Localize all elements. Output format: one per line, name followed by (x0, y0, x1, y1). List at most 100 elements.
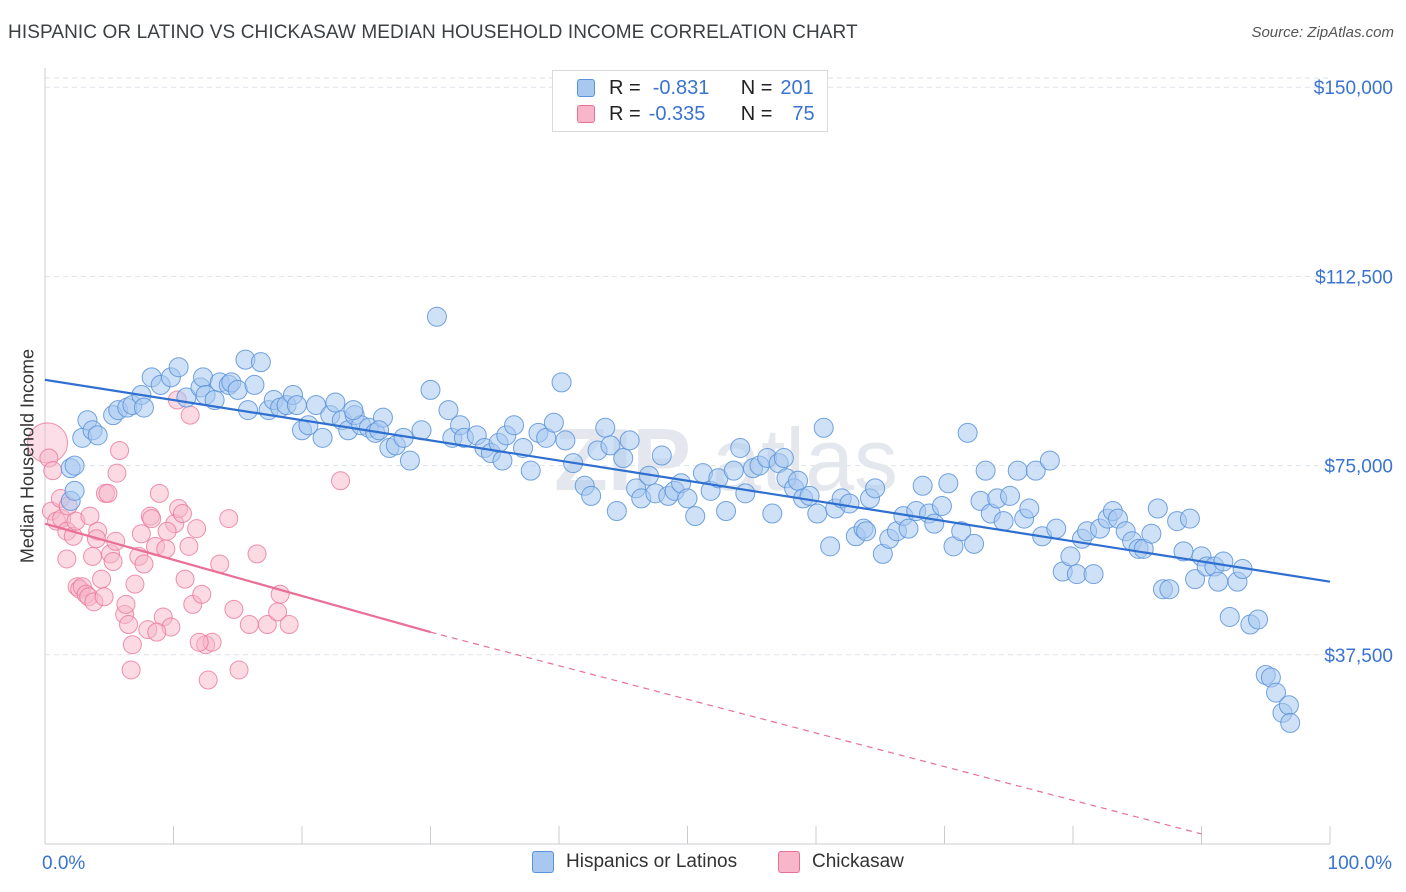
hispanic-trend-line (44, 378, 1331, 583)
legend-swatch-pink (778, 851, 800, 873)
hispanic-point (426, 306, 447, 327)
hispanic-point (975, 460, 996, 481)
hispanic-point (168, 357, 189, 378)
chickasaw-point (179, 536, 199, 556)
hispanic-point (762, 503, 783, 524)
hispanic-point (613, 448, 634, 469)
chickasaw-point (121, 660, 141, 680)
y-tick-label: $75,000 (1324, 457, 1393, 478)
hispanic-point (1083, 564, 1104, 585)
hispanic-point (1066, 564, 1087, 585)
hispanic-point (773, 448, 794, 469)
hispanic-point (839, 493, 860, 514)
chickasaw-point (80, 506, 100, 526)
bottom-legend-label: Chickasaw (812, 851, 904, 872)
hispanic-point (87, 425, 108, 446)
chickasaw-point (198, 670, 218, 690)
bottom-legend-chickasaw: Chickasaw (778, 851, 904, 873)
chickasaw-point (142, 509, 162, 529)
gridlines (45, 77, 1330, 656)
legend-swatch-blue (532, 851, 554, 873)
hispanic-point (286, 395, 307, 416)
hispanic-point (325, 392, 346, 413)
chickasaw-trend-extension (430, 631, 1202, 835)
chickasaw-point (103, 551, 123, 571)
y-tick-label: $112,500 (1315, 267, 1393, 288)
hispanic-point (420, 379, 441, 400)
chickasaw-point (279, 615, 299, 635)
hispanic-point (438, 400, 459, 421)
x-tick-label-max: 100.0% (1327, 853, 1392, 874)
chickasaw-point (247, 544, 267, 564)
hispanic-point (312, 427, 333, 448)
chickasaw-point (134, 554, 154, 574)
chickasaw-point (147, 622, 167, 642)
chickasaw-trend-line (44, 522, 431, 634)
hispanic-point (723, 460, 744, 481)
chickasaw-point (119, 615, 139, 635)
hispanic-point (1208, 571, 1229, 592)
hispanic-point (807, 503, 828, 524)
hispanic-point (730, 437, 751, 458)
hispanic-point (193, 367, 214, 388)
hispanic-point (606, 501, 627, 522)
hispanic-point (1185, 569, 1206, 590)
chickasaw-point (224, 599, 244, 619)
legend-n-value: 201 (780, 76, 814, 99)
hispanic-point (813, 417, 834, 438)
legend-r-label: R = (609, 76, 641, 99)
chickasaw-point (187, 519, 207, 539)
y-axis-label: Median Household Income (17, 348, 38, 564)
hispanic-point (1280, 712, 1301, 733)
chickasaw-point (57, 549, 77, 569)
y-tick-label: $37,500 (1324, 646, 1393, 667)
hispanic-point (343, 400, 364, 421)
legend-swatch-blue (577, 79, 595, 97)
hispanic-point (1000, 485, 1021, 506)
hispanic-point (1159, 579, 1180, 600)
legend-swatch-pink (577, 105, 595, 123)
hispanic-point (244, 374, 265, 395)
chickasaw-point (149, 483, 169, 503)
hispanic-point (1141, 523, 1162, 544)
hispanic-point (912, 475, 933, 496)
chickasaw-point (192, 584, 212, 604)
chickasaw-point (110, 440, 130, 460)
chickasaw-point (157, 521, 177, 541)
hispanic-point (799, 485, 820, 506)
hispanic-point (1266, 682, 1287, 703)
hispanic-point (964, 533, 985, 554)
chickasaw-point (107, 463, 127, 483)
hispanic-point (250, 352, 271, 373)
hispanic-point (595, 417, 616, 438)
hispanic-point (600, 435, 621, 456)
legend-row-chickasaw: R = -0.335 N = 75 (577, 101, 815, 127)
hispanic-point (619, 430, 640, 451)
hispanic-point (227, 379, 248, 400)
hispanic-point (938, 473, 959, 494)
hispanic-point (492, 450, 513, 471)
hispanic-point (1213, 551, 1234, 572)
correlation-legend: R = -0.831 N = 201 R = -0.335 N = 75 (552, 70, 828, 132)
hispanic-point (957, 422, 978, 443)
hispanic-point (1248, 609, 1269, 630)
hispanic-point (64, 455, 85, 476)
hispanic-point (1019, 498, 1040, 519)
hispanic-point (651, 445, 672, 466)
chickasaw-point (257, 615, 277, 635)
legend-r-value: -0.831 (652, 76, 710, 99)
chickasaw-point (116, 594, 136, 614)
source-attribution: Source: ZipAtlas.com (1251, 24, 1394, 41)
chickasaw-point (83, 546, 103, 566)
chickasaw-point (229, 660, 249, 680)
chickasaw-point (172, 504, 192, 524)
chickasaw-point (131, 524, 151, 544)
hispanic-point (993, 511, 1014, 532)
trend-lines (44, 378, 1331, 835)
hispanic-point (543, 412, 564, 433)
chickasaw-point (331, 471, 351, 491)
x-tick-label-min: 0.0% (42, 853, 86, 874)
hispanic-point (735, 483, 756, 504)
hispanic-point (1060, 546, 1081, 567)
